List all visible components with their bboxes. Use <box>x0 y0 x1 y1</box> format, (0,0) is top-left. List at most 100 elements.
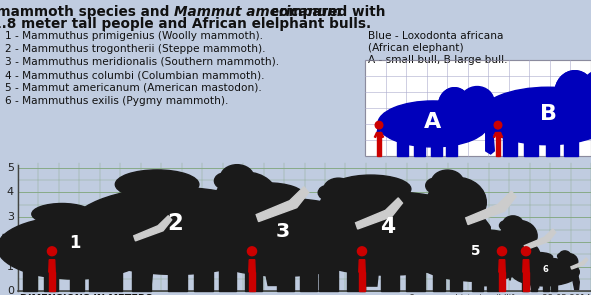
Polygon shape <box>551 281 557 291</box>
Polygon shape <box>488 272 499 291</box>
Ellipse shape <box>460 86 494 117</box>
Ellipse shape <box>479 87 591 145</box>
Polygon shape <box>53 272 55 291</box>
Polygon shape <box>414 139 425 156</box>
Text: © www.prehistoric-wildlife.com 23-05-2014: © www.prehistoric-wildlife.com 23-05-201… <box>408 294 591 295</box>
Bar <box>365 60 591 156</box>
Ellipse shape <box>319 185 375 232</box>
Polygon shape <box>496 141 498 156</box>
Polygon shape <box>571 258 587 269</box>
Polygon shape <box>376 132 381 141</box>
Polygon shape <box>522 281 528 291</box>
Polygon shape <box>463 216 491 286</box>
Ellipse shape <box>439 88 470 123</box>
Ellipse shape <box>431 170 463 194</box>
Polygon shape <box>527 272 529 291</box>
Polygon shape <box>353 221 379 286</box>
Ellipse shape <box>412 229 540 281</box>
Ellipse shape <box>558 253 578 270</box>
Polygon shape <box>44 268 58 291</box>
Ellipse shape <box>511 258 579 286</box>
Polygon shape <box>531 281 537 291</box>
Ellipse shape <box>220 165 254 190</box>
Ellipse shape <box>521 247 531 256</box>
Polygon shape <box>219 262 236 291</box>
Text: 5 - Mammut americanum (American mastodon).: 5 - Mammut americanum (American mastodon… <box>5 83 262 93</box>
Polygon shape <box>433 272 444 291</box>
Text: 5: 5 <box>471 244 480 258</box>
Polygon shape <box>375 132 378 137</box>
Ellipse shape <box>426 178 446 194</box>
Polygon shape <box>570 266 579 289</box>
Polygon shape <box>431 139 442 156</box>
Polygon shape <box>347 260 365 291</box>
Text: 2: 2 <box>167 212 183 235</box>
Polygon shape <box>49 260 55 272</box>
Polygon shape <box>450 272 462 291</box>
Ellipse shape <box>498 247 506 256</box>
Ellipse shape <box>439 88 470 123</box>
Text: 6: 6 <box>542 265 548 274</box>
Polygon shape <box>499 272 502 291</box>
Polygon shape <box>381 132 384 137</box>
Polygon shape <box>319 260 337 291</box>
Ellipse shape <box>440 219 490 236</box>
Polygon shape <box>406 260 424 291</box>
Polygon shape <box>245 262 262 291</box>
Ellipse shape <box>285 192 491 275</box>
Polygon shape <box>496 132 501 141</box>
Polygon shape <box>359 260 365 272</box>
Polygon shape <box>523 244 540 288</box>
Text: 6 - Mammuthus exilis (Pygmy mammoth).: 6 - Mammuthus exilis (Pygmy mammoth). <box>5 96 228 106</box>
Polygon shape <box>499 260 505 272</box>
Polygon shape <box>498 141 501 156</box>
Polygon shape <box>277 262 294 291</box>
Polygon shape <box>493 132 496 137</box>
Polygon shape <box>362 272 365 291</box>
Polygon shape <box>168 259 187 291</box>
Ellipse shape <box>0 216 152 279</box>
Circle shape <box>494 121 502 129</box>
Ellipse shape <box>555 71 591 115</box>
Text: 3 - Mammuthus meridionalis (Southern mammoth).: 3 - Mammuthus meridionalis (Southern mam… <box>5 57 279 67</box>
Polygon shape <box>379 141 381 156</box>
Ellipse shape <box>582 69 591 108</box>
Polygon shape <box>134 216 172 241</box>
Polygon shape <box>249 260 255 272</box>
Polygon shape <box>524 229 556 250</box>
Ellipse shape <box>378 101 488 147</box>
Ellipse shape <box>323 178 353 201</box>
Polygon shape <box>502 272 505 291</box>
Polygon shape <box>524 134 538 156</box>
Text: 5: 5 <box>7 163 14 173</box>
Polygon shape <box>446 139 457 156</box>
Polygon shape <box>472 272 483 291</box>
Ellipse shape <box>526 253 553 262</box>
Circle shape <box>375 121 383 129</box>
Text: DIMENSIONS IN METERS: DIMENSIONS IN METERS <box>20 294 152 295</box>
Polygon shape <box>543 281 549 291</box>
Ellipse shape <box>318 186 337 200</box>
Ellipse shape <box>499 221 512 230</box>
Ellipse shape <box>358 247 366 256</box>
Text: (African elephant): (African elephant) <box>368 43 463 53</box>
Text: 4: 4 <box>7 187 14 197</box>
Text: 2: 2 <box>7 237 14 247</box>
Polygon shape <box>545 134 560 156</box>
Text: 1: 1 <box>69 234 81 252</box>
Ellipse shape <box>105 205 150 243</box>
Polygon shape <box>381 260 400 291</box>
Polygon shape <box>70 268 84 291</box>
Ellipse shape <box>216 172 278 224</box>
Polygon shape <box>194 259 213 291</box>
Ellipse shape <box>427 177 486 227</box>
Polygon shape <box>503 134 517 156</box>
Ellipse shape <box>555 71 591 115</box>
Polygon shape <box>132 259 151 291</box>
Polygon shape <box>254 212 282 286</box>
Ellipse shape <box>108 200 132 218</box>
Polygon shape <box>252 272 255 291</box>
Polygon shape <box>376 141 379 156</box>
Text: Mammut americanum: Mammut americanum <box>174 5 342 19</box>
Ellipse shape <box>248 247 256 256</box>
